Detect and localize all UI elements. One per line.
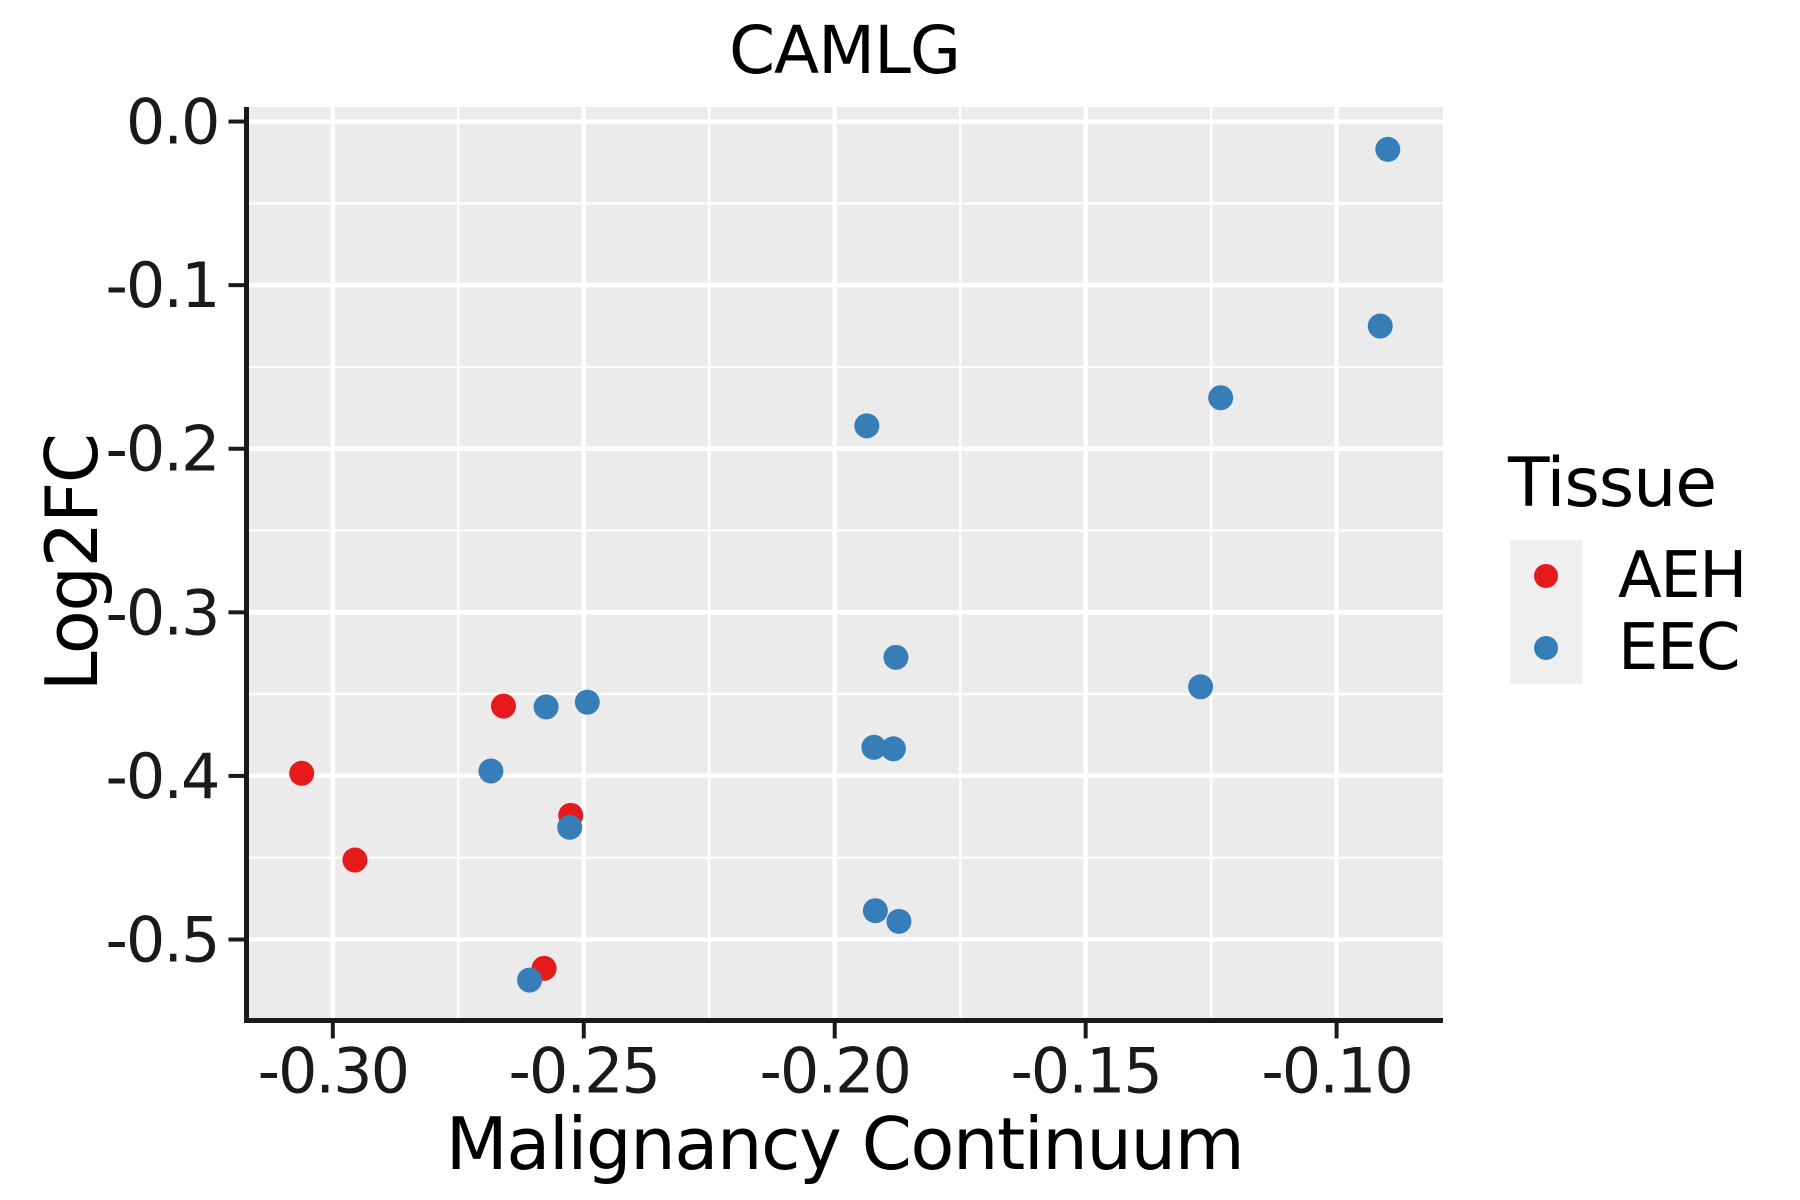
y-tick-label: -0.3 xyxy=(106,576,219,649)
data-point-eec xyxy=(886,908,912,934)
y-tick-label: -0.4 xyxy=(106,740,219,813)
legend-label-eec: EEC xyxy=(1618,611,1741,685)
x-tick-label: -0.10 xyxy=(1261,1035,1411,1108)
legend-label-aeh: AEH xyxy=(1618,539,1747,613)
legend-rows: AEH EEC xyxy=(1510,539,1747,685)
legend-dot-aeh xyxy=(1534,564,1558,588)
legend-item-aeh: AEH xyxy=(1510,539,1747,613)
data-point-eec xyxy=(1208,385,1234,411)
data-point-eec xyxy=(557,814,583,840)
data-point-eec xyxy=(861,734,887,760)
data-point-eec xyxy=(883,644,909,670)
data-point-eec xyxy=(1375,136,1401,162)
data-point-eec xyxy=(517,967,543,993)
chart-title: CAMLG xyxy=(728,12,961,89)
data-point-eec xyxy=(862,898,888,924)
legend-item-eec: EEC xyxy=(1510,611,1746,685)
data-point-eec xyxy=(533,694,559,720)
legend-dot-eec xyxy=(1534,636,1558,660)
x-tick-label: -0.30 xyxy=(258,1035,408,1108)
x-axis-label: Malignancy Continuum xyxy=(445,1102,1245,1186)
y-tick-label: -0.2 xyxy=(106,413,219,486)
data-point-eec xyxy=(1367,313,1393,339)
data-point-aeh xyxy=(342,847,368,873)
plot-panel xyxy=(246,107,1443,1021)
x-tick-label: -0.15 xyxy=(1010,1035,1160,1108)
y-tick-label: -0.5 xyxy=(106,904,219,977)
data-point-eec xyxy=(880,736,906,762)
x-tick-label: -0.25 xyxy=(509,1035,659,1108)
data-point-aeh xyxy=(490,693,516,719)
x-tick-label: -0.20 xyxy=(760,1035,910,1108)
data-point-eec xyxy=(478,758,504,784)
data-point-eec xyxy=(1188,674,1214,700)
data-point-aeh xyxy=(289,760,315,786)
y-tick-label: -0.1 xyxy=(106,249,219,322)
data-point-eec xyxy=(574,689,600,715)
legend: Tissue AEH EEC xyxy=(1508,444,1747,685)
legend-title: Tissue xyxy=(1508,444,1717,523)
y-tick-label: 0.0 xyxy=(126,86,219,159)
legend-key-eec xyxy=(1510,612,1582,684)
legend-key-aeh xyxy=(1510,540,1582,612)
data-point-eec xyxy=(854,413,880,439)
